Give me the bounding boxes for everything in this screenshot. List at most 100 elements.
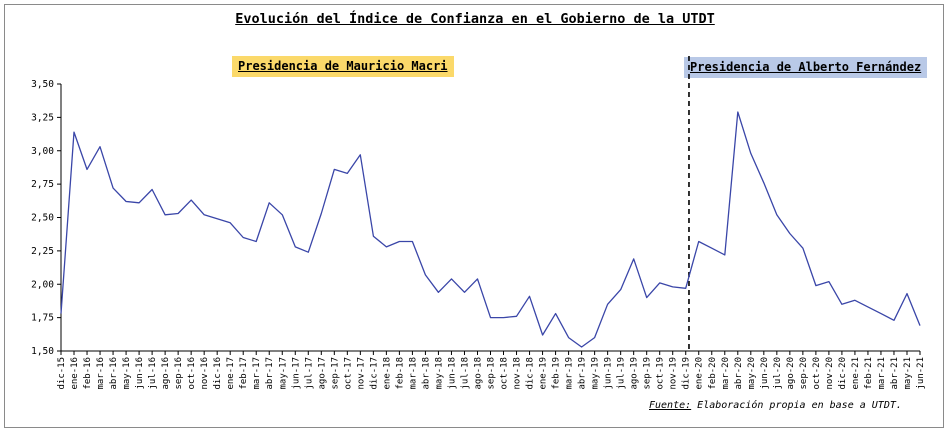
x-tick-label: dic-17 — [369, 357, 379, 390]
data-point — [255, 240, 257, 242]
data-point — [815, 284, 817, 286]
x-tick-label: nov-19 — [669, 357, 679, 390]
x-tick-label: nov-17 — [356, 357, 366, 390]
x-tick-label: oct-20 — [812, 357, 822, 390]
series-line — [60, 111, 921, 348]
data-point — [281, 214, 283, 216]
data-point — [73, 131, 75, 133]
data-point — [229, 222, 231, 224]
data-point — [528, 295, 530, 297]
x-tick-label: abr-17 — [265, 357, 275, 390]
x-tick-label: mar-16 — [96, 357, 106, 390]
y-tick-label: 1,50 — [31, 346, 54, 357]
x-tick-label: ago-19 — [630, 357, 640, 390]
data-point — [164, 214, 166, 216]
data-point — [346, 172, 348, 174]
x-tick-label: nov-16 — [200, 357, 210, 390]
x-tick-label: may-20 — [747, 357, 757, 390]
x-tick-label: feb-19 — [552, 357, 562, 390]
x-tick-label: sep-18 — [487, 357, 497, 390]
x-tick-label: ago-18 — [473, 357, 483, 390]
data-point — [841, 303, 843, 305]
x-tick-label: ago-17 — [317, 357, 327, 390]
data-point — [867, 306, 869, 308]
x-tick-label: mar-21 — [877, 357, 887, 390]
x-tick-label: abr-21 — [890, 357, 900, 390]
x-tick-label: feb-17 — [239, 357, 249, 390]
x-tick-label: jun-20 — [760, 357, 770, 390]
x-tick-label: oct-19 — [656, 357, 666, 390]
y-tick-label: 1,75 — [31, 313, 54, 324]
x-tick-label: sep-20 — [799, 357, 809, 390]
data-point — [307, 251, 309, 253]
y-tick-label: 2,25 — [31, 246, 54, 257]
data-point — [880, 312, 882, 314]
x-tick-label: oct-16 — [187, 357, 197, 390]
x-tick-label: jun-21 — [916, 357, 926, 390]
data-point — [567, 336, 569, 338]
x-tick-label: may-16 — [122, 357, 132, 390]
x-tick-label: dic-15 — [57, 357, 67, 390]
data-point — [698, 240, 700, 242]
data-point — [268, 202, 270, 204]
chart-title: Evolución del Índice de Confianza en el … — [235, 11, 715, 27]
x-tick-label: oct-18 — [500, 357, 510, 390]
data-point — [515, 315, 517, 317]
data-point — [424, 274, 426, 276]
data-point — [619, 288, 621, 290]
x-tick-label: mar-18 — [408, 357, 418, 390]
data-point — [151, 188, 153, 190]
source-note: Fuente: Elaboración propia en base a UTD… — [649, 400, 902, 411]
data-point — [554, 312, 556, 314]
x-tick-label: jun-17 — [291, 357, 301, 390]
data-point — [632, 258, 634, 260]
x-tick-label: jul-17 — [304, 357, 314, 390]
data-point — [294, 246, 296, 248]
x-tick-label: feb-21 — [864, 357, 874, 390]
data-point — [724, 254, 726, 256]
y-tick-label: 2,50 — [31, 213, 54, 224]
x-tick-label: ene-18 — [382, 357, 392, 390]
data-point — [685, 287, 687, 289]
x-tick-label: ene-19 — [539, 357, 549, 390]
data-point — [802, 247, 804, 249]
data-point — [437, 291, 439, 293]
x-tick-label: may-19 — [591, 357, 601, 390]
x-tick-label: dic-16 — [213, 357, 223, 390]
data-point — [411, 240, 413, 242]
x-tick-label: may-18 — [434, 357, 444, 390]
data-point — [737, 111, 739, 113]
data-point — [658, 282, 660, 284]
data-point — [606, 303, 608, 305]
x-tick-label: sep-19 — [643, 357, 653, 390]
x-tick-label: sep-17 — [330, 357, 340, 390]
x-tick-label: jul-19 — [617, 357, 627, 390]
x-tick-label: may-21 — [903, 357, 913, 390]
data-point — [828, 280, 830, 282]
x-tick-label: jun-19 — [604, 357, 614, 390]
x-tick-label: sep-16 — [174, 357, 184, 390]
data-point — [476, 278, 478, 280]
y-tick-label: 3,50 — [31, 79, 54, 90]
y-tick-label: 2,75 — [31, 179, 54, 190]
data-point — [750, 152, 752, 154]
data-point — [385, 246, 387, 248]
y-tick-label: 3,00 — [31, 146, 54, 157]
data-point — [789, 232, 791, 234]
data-point — [203, 214, 205, 216]
x-tick-label: ene-17 — [226, 357, 236, 390]
data-point — [333, 168, 335, 170]
data-point — [763, 182, 765, 184]
data-point — [138, 202, 140, 204]
data-point — [893, 319, 895, 321]
data-point — [177, 212, 179, 214]
data-point — [919, 324, 921, 326]
data-point — [502, 316, 504, 318]
x-tick-label: mar-17 — [252, 357, 262, 390]
data-point — [372, 235, 374, 237]
data-point — [112, 187, 114, 189]
x-tick-label: mar-20 — [721, 357, 731, 390]
data-point — [580, 346, 582, 348]
data-point — [60, 312, 62, 314]
